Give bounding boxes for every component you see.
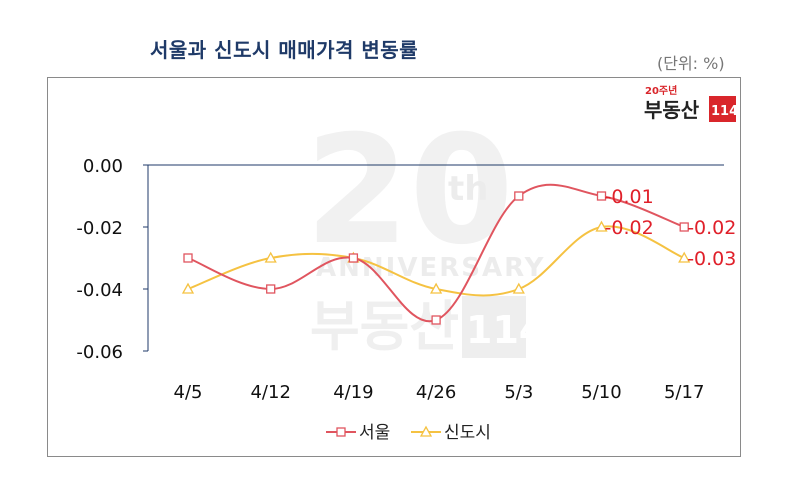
logo-number: 114 bbox=[711, 104, 737, 119]
chart-frame bbox=[47, 77, 741, 457]
x-tick-label: 4/26 bbox=[416, 382, 456, 403]
x-tick-label: 5/17 bbox=[664, 382, 704, 403]
data-label: -0.02 bbox=[605, 217, 654, 239]
brand-logo: 20주년 부동산 114 bbox=[644, 84, 737, 122]
logo-badge: 20주년 bbox=[645, 84, 677, 97]
series-lines bbox=[181, 183, 691, 325]
legend: 서울 신도시 bbox=[326, 423, 491, 443]
data-labels: -0.01 -0.02 -0.02 -0.03 bbox=[605, 186, 737, 270]
x-tick-label: 5/10 bbox=[581, 382, 621, 403]
x-tick-label: 4/19 bbox=[333, 382, 373, 403]
marker-newtown bbox=[512, 282, 525, 294]
marker-seoul bbox=[596, 191, 607, 201]
marker-seoul bbox=[266, 284, 276, 294]
x-tick-label: 4/12 bbox=[250, 382, 290, 403]
logo-number-box bbox=[709, 96, 736, 122]
y-tick-label: 0.00 bbox=[83, 156, 123, 177]
chart-title: 서울과 신도시 매매가격 변동률 bbox=[150, 38, 419, 62]
marker-seoul bbox=[514, 191, 524, 201]
data-label: -0.03 bbox=[687, 248, 736, 270]
marker-newtown bbox=[264, 251, 277, 263]
y-tick-label: -0.04 bbox=[76, 280, 123, 301]
marker-seoul bbox=[183, 253, 193, 263]
y-tick-label: -0.02 bbox=[76, 218, 123, 239]
unit-label: (단위: %) bbox=[657, 54, 725, 73]
legend-label: 서울 bbox=[359, 423, 390, 443]
marker-newtown bbox=[429, 282, 443, 294]
axes: 0.00 -0.02 -0.04 -0.06 4/5 4/12 4/19 4/26 5/3 5/1… bbox=[76, 156, 724, 403]
marker-seoul bbox=[679, 222, 689, 232]
x-tick-label: 5/3 bbox=[504, 382, 533, 403]
data-label: -0.02 bbox=[687, 217, 736, 239]
logo-brand: 부동산 bbox=[644, 98, 700, 122]
x-tick-label: 4/5 bbox=[174, 382, 203, 403]
legend-marker-newtown bbox=[419, 425, 433, 437]
legend-marker-seoul bbox=[336, 427, 346, 437]
marker-seoul bbox=[348, 253, 359, 263]
marker-newtown bbox=[595, 220, 608, 232]
marker-newtown bbox=[678, 251, 691, 263]
legend-label: 신도시 bbox=[444, 423, 491, 443]
data-label: -0.01 bbox=[605, 186, 654, 208]
y-tick-label: -0.06 bbox=[76, 342, 123, 363]
marker-seoul bbox=[431, 315, 441, 325]
marker-newtown bbox=[181, 282, 195, 294]
